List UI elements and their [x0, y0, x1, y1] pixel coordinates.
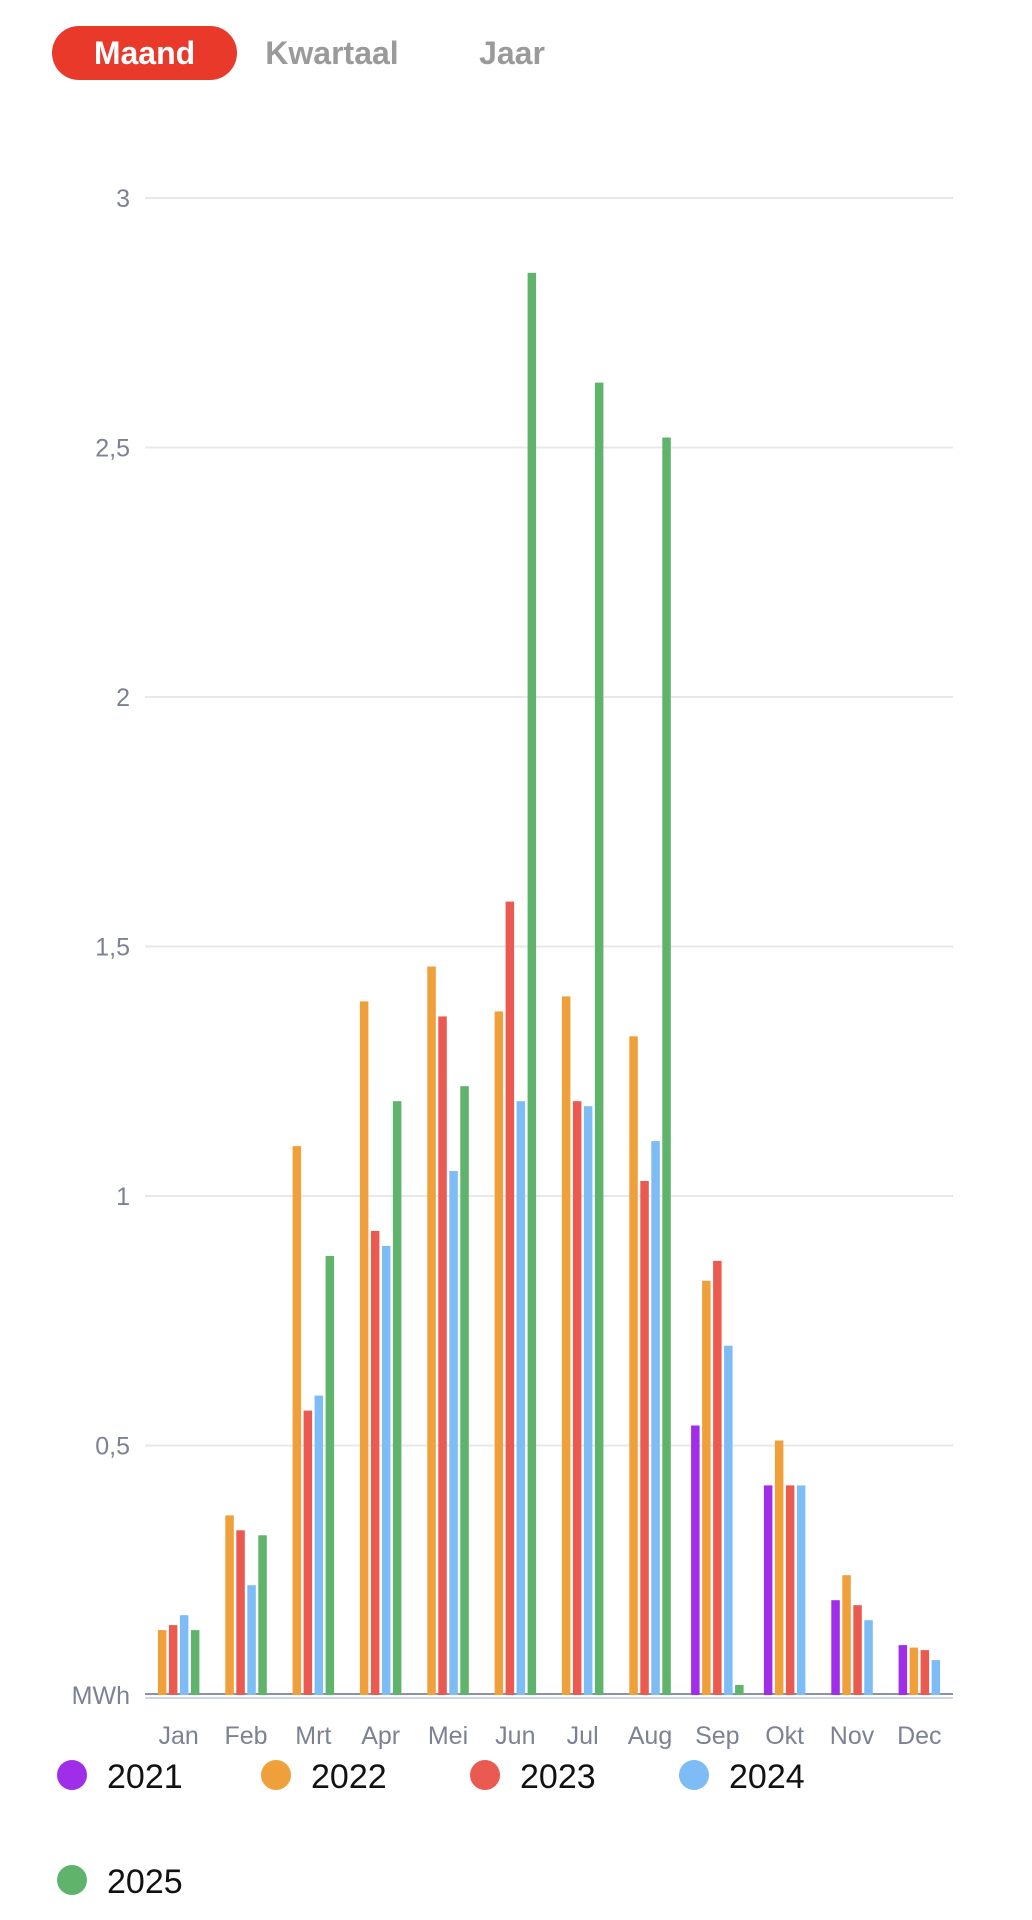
legend-item-2022[interactable]: 2022: [261, 1758, 387, 1796]
bar-2022-apr[interactable]: [359, 1001, 369, 1695]
x-axis-ticks: Jan Feb Mrt Apr Mei Jun Jul Aug Sep Okt Nov Dec: [159, 1722, 942, 1750]
bar-2022-jan[interactable]: [157, 1630, 167, 1695]
bar-2025-mei[interactable]: [460, 1086, 469, 1695]
bar-2025-jan[interactable]: [190, 1630, 200, 1695]
bar-2024-dec[interactable]: [931, 1660, 941, 1695]
bar-2023-jan[interactable]: [168, 1625, 178, 1695]
bar-2023-feb[interactable]: [236, 1530, 245, 1695]
legend-item-2025[interactable]: 2025: [57, 1863, 183, 1901]
bar-2023-dec[interactable]: [920, 1650, 930, 1695]
y-tick-label: 2: [116, 684, 130, 712]
y-tick-label: 0,5: [95, 1433, 130, 1461]
bar-2024-okt[interactable]: [796, 1485, 806, 1695]
bar-2024-jul[interactable]: [583, 1106, 593, 1695]
bar-2023-okt[interactable]: [785, 1485, 795, 1695]
bar-2022-jul[interactable]: [561, 996, 571, 1695]
bar-2022-nov[interactable]: [842, 1575, 851, 1695]
bar-2025-sep[interactable]: [735, 1685, 744, 1695]
x-tick-label: Mrt: [295, 1722, 331, 1750]
y-tick-label: 1: [116, 1183, 130, 1211]
bar-2023-jul[interactable]: [572, 1101, 582, 1695]
bar-2025-apr[interactable]: [392, 1101, 402, 1695]
legend-label: 2023: [520, 1758, 596, 1796]
y-tick-label: 1,5: [95, 934, 130, 962]
bar-2025-aug[interactable]: [662, 437, 671, 1696]
x-tick-label: Feb: [224, 1722, 267, 1750]
legend-item-2021[interactable]: 2021: [57, 1758, 183, 1796]
bar-2024-mrt[interactable]: [314, 1395, 324, 1695]
bar-2024-nov[interactable]: [864, 1620, 873, 1695]
x-tick-label: Jan: [159, 1722, 199, 1750]
legend-label: 2024: [729, 1758, 805, 1796]
bar-2023-jun[interactable]: [505, 901, 515, 1695]
tab-kwartaal[interactable]: Kwartaal: [265, 35, 399, 71]
bar-2023-sep[interactable]: [713, 1260, 722, 1695]
bar-2022-sep[interactable]: [702, 1280, 711, 1695]
bar-2024-jun[interactable]: [516, 1101, 526, 1695]
y-tick-label: 2,5: [95, 435, 130, 463]
bar-2024-sep[interactable]: [724, 1345, 733, 1695]
bar-2021-dec[interactable]: [898, 1645, 908, 1695]
period-tabs: Maand Kwartaal Jaar: [52, 26, 652, 80]
bar-2024-apr[interactable]: [381, 1245, 391, 1695]
bar-2025-feb[interactable]: [258, 1535, 267, 1695]
bars: [157, 272, 941, 1696]
bar-2024-mei[interactable]: [449, 1171, 458, 1695]
bar-2021-sep[interactable]: [691, 1425, 700, 1696]
legend: 2021 2022 2023 2024 2025: [57, 1758, 805, 1901]
bar-2022-mrt[interactable]: [292, 1146, 302, 1695]
legend-swatch: [57, 1865, 87, 1895]
x-tick-label: Okt: [765, 1722, 804, 1750]
x-tick-label: Jul: [567, 1722, 599, 1750]
y-axis-ticks: 3 2,5 2 1,5 1 0,5 MWh: [72, 185, 130, 1710]
bar-2024-feb[interactable]: [247, 1585, 256, 1695]
legend-item-2024[interactable]: 2024: [679, 1758, 805, 1796]
x-tick-label: Jun: [495, 1722, 535, 1750]
bar-2023-apr[interactable]: [370, 1230, 380, 1695]
bar-2022-mei[interactable]: [427, 966, 436, 1696]
x-tick-label: Mei: [428, 1722, 468, 1750]
legend-label: 2022: [311, 1758, 387, 1796]
legend-label: 2021: [107, 1758, 183, 1796]
bar-2023-nov[interactable]: [853, 1605, 862, 1695]
bar-2021-nov[interactable]: [831, 1600, 840, 1695]
bar-2022-feb[interactable]: [225, 1515, 234, 1695]
bar-2025-mrt[interactable]: [325, 1255, 335, 1695]
grid-lines: [145, 197, 953, 1699]
legend-item-2023[interactable]: 2023: [470, 1758, 596, 1796]
legend-swatch: [57, 1760, 87, 1790]
legend-label: 2025: [107, 1863, 183, 1901]
bar-2021-okt[interactable]: [763, 1485, 773, 1695]
bar-2023-aug[interactable]: [640, 1181, 649, 1695]
bar-2024-jan[interactable]: [179, 1615, 189, 1695]
bar-2022-okt[interactable]: [774, 1440, 784, 1696]
tab-maand[interactable]: Maand: [52, 26, 237, 80]
y-tick-label: 3: [116, 185, 130, 213]
bar-2024-aug[interactable]: [651, 1141, 660, 1695]
x-tick-label: Dec: [897, 1722, 941, 1750]
bar-2023-mei[interactable]: [438, 1016, 447, 1695]
unit-label: MWh: [72, 1682, 130, 1710]
x-tick-label: Aug: [628, 1722, 672, 1750]
bar-2023-mrt[interactable]: [303, 1410, 313, 1695]
legend-swatch: [679, 1760, 709, 1790]
tab-jaar[interactable]: Jaar: [479, 35, 545, 71]
bar-2025-jun[interactable]: [527, 272, 537, 1695]
x-tick-label: Apr: [361, 1722, 400, 1750]
x-tick-label: Nov: [830, 1722, 875, 1750]
x-tick-label: Sep: [695, 1722, 739, 1750]
bar-2025-jul[interactable]: [594, 382, 604, 1696]
bar-2022-aug[interactable]: [629, 1036, 638, 1695]
bar-2022-jun[interactable]: [494, 1011, 504, 1695]
legend-swatch: [470, 1760, 500, 1790]
legend-swatch: [261, 1760, 291, 1790]
bar-2022-dec[interactable]: [909, 1647, 919, 1695]
